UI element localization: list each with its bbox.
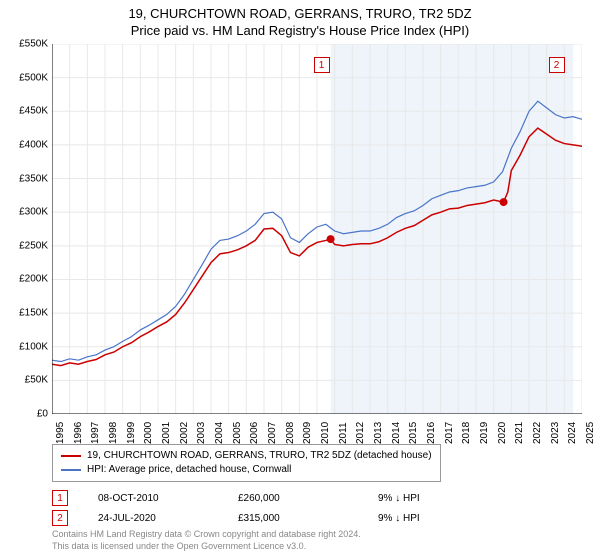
page-subtitle: Price paid vs. HM Land Registry's House …: [0, 23, 600, 38]
transaction-badge: 1: [52, 490, 68, 506]
y-tick-label: £250K: [19, 240, 48, 251]
x-tick-label: 2015: [408, 422, 419, 444]
chart-marker-badge: 2: [549, 57, 565, 73]
price-chart: £0£50K£100K£150K£200K£250K£300K£350K£400…: [52, 44, 582, 414]
transaction-price: £315,000: [238, 513, 348, 524]
x-tick-label: 1995: [55, 422, 66, 444]
y-tick-label: £500K: [19, 72, 48, 83]
x-tick-label: 2009: [302, 422, 313, 444]
y-tick-label: £550K: [19, 39, 48, 50]
y-tick-label: £450K: [19, 106, 48, 117]
x-tick-label: 2018: [461, 422, 472, 444]
x-tick-label: 1997: [90, 422, 101, 444]
x-tick-label: 2014: [391, 422, 402, 444]
x-tick-label: 2002: [179, 422, 190, 444]
legend-row: 19, CHURCHTOWN ROAD, GERRANS, TRURO, TR2…: [61, 449, 432, 463]
x-tick-label: 2023: [550, 422, 561, 444]
x-tick-label: 1999: [126, 422, 137, 444]
x-tick-label: 1996: [73, 422, 84, 444]
footer-licence: Contains HM Land Registry data © Crown c…: [52, 528, 361, 552]
chart-marker-badge: 1: [314, 57, 330, 73]
transaction-date: 24-JUL-2020: [98, 513, 208, 524]
x-tick-label: 2008: [285, 422, 296, 444]
transaction-row: 2 24-JUL-2020 £315,000 9% ↓ HPI: [52, 510, 488, 526]
y-tick-label: £300K: [19, 207, 48, 218]
y-tick-label: £150K: [19, 308, 48, 319]
page-title: 19, CHURCHTOWN ROAD, GERRANS, TRURO, TR2…: [0, 6, 600, 21]
legend-swatch: [61, 455, 81, 457]
chart-svg: [52, 44, 582, 414]
x-tick-label: 2005: [232, 422, 243, 444]
y-tick-label: £350K: [19, 173, 48, 184]
y-tick-label: £100K: [19, 341, 48, 352]
legend-swatch: [61, 469, 81, 471]
legend-label: 19, CHURCHTOWN ROAD, GERRANS, TRURO, TR2…: [87, 449, 432, 463]
transaction-price: £260,000: [238, 493, 348, 504]
x-tick-label: 2012: [355, 422, 366, 444]
legend-row: HPI: Average price, detached house, Corn…: [61, 463, 432, 477]
transaction-date: 08-OCT-2010: [98, 493, 208, 504]
y-tick-label: £50K: [25, 375, 48, 386]
x-tick-label: 2017: [444, 422, 455, 444]
x-tick-label: 2025: [585, 422, 596, 444]
x-tick-label: 2011: [338, 422, 349, 444]
x-tick-label: 1998: [108, 422, 119, 444]
x-tick-label: 2016: [426, 422, 437, 444]
x-tick-label: 2007: [267, 422, 278, 444]
transaction-row: 1 08-OCT-2010 £260,000 9% ↓ HPI: [52, 490, 488, 506]
footer-line-1: Contains HM Land Registry data © Crown c…: [52, 528, 361, 540]
y-tick-label: £400K: [19, 139, 48, 150]
legend: 19, CHURCHTOWN ROAD, GERRANS, TRURO, TR2…: [52, 444, 441, 482]
x-tick-label: 2004: [214, 422, 225, 444]
x-tick-label: 2019: [479, 422, 490, 444]
x-tick-label: 2001: [161, 422, 172, 444]
x-tick-label: 2024: [567, 422, 578, 444]
x-tick-label: 2000: [143, 422, 154, 444]
footer-line-2: This data is licensed under the Open Gov…: [52, 540, 361, 552]
x-tick-label: 2020: [497, 422, 508, 444]
x-tick-label: 2010: [320, 422, 331, 444]
transactions-table: 1 08-OCT-2010 £260,000 9% ↓ HPI 2 24-JUL-2020…: [52, 490, 488, 530]
x-tick-label: 2003: [196, 422, 207, 444]
x-tick-label: 2006: [249, 422, 260, 444]
y-tick-label: £0: [37, 409, 48, 420]
x-tick-label: 2021: [514, 422, 525, 444]
transaction-delta: 9% ↓ HPI: [378, 493, 488, 504]
y-tick-label: £200K: [19, 274, 48, 285]
x-tick-label: 2013: [373, 422, 384, 444]
transaction-delta: 9% ↓ HPI: [378, 513, 488, 524]
x-tick-label: 2022: [532, 422, 543, 444]
legend-label: HPI: Average price, detached house, Corn…: [87, 463, 291, 477]
transaction-badge: 2: [52, 510, 68, 526]
